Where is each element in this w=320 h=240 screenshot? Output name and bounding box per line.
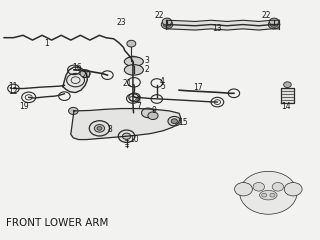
Text: 12: 12 <box>9 87 18 96</box>
Text: 11: 11 <box>9 82 18 91</box>
Circle shape <box>89 121 110 136</box>
Circle shape <box>162 18 172 25</box>
Text: 14: 14 <box>281 102 291 111</box>
Text: 5: 5 <box>160 82 165 91</box>
Circle shape <box>163 22 171 27</box>
Circle shape <box>270 193 275 197</box>
Text: 10: 10 <box>129 135 139 144</box>
Circle shape <box>148 112 158 120</box>
Polygon shape <box>71 108 181 140</box>
Text: 13: 13 <box>212 24 222 33</box>
Text: 23: 23 <box>116 18 126 27</box>
Text: 4: 4 <box>160 77 165 86</box>
Circle shape <box>161 20 173 29</box>
Circle shape <box>240 171 297 214</box>
Text: 2: 2 <box>145 65 150 74</box>
Text: 15: 15 <box>178 118 188 127</box>
Text: 21: 21 <box>123 79 132 88</box>
Circle shape <box>68 107 78 114</box>
Text: 8: 8 <box>107 125 112 134</box>
Circle shape <box>235 182 252 196</box>
Text: 22: 22 <box>261 11 270 20</box>
Circle shape <box>253 182 265 191</box>
Text: 16: 16 <box>72 63 81 72</box>
Polygon shape <box>281 88 294 103</box>
Circle shape <box>262 193 267 197</box>
Text: 6: 6 <box>136 96 141 105</box>
Circle shape <box>269 18 279 25</box>
Circle shape <box>284 82 291 88</box>
Circle shape <box>80 70 90 77</box>
Ellipse shape <box>124 65 143 75</box>
Ellipse shape <box>260 190 277 200</box>
Polygon shape <box>63 67 87 93</box>
Circle shape <box>272 182 284 191</box>
Text: 17: 17 <box>193 83 203 92</box>
Circle shape <box>126 56 140 67</box>
Text: 3: 3 <box>145 56 150 65</box>
Text: 9: 9 <box>152 106 157 115</box>
Circle shape <box>270 22 278 27</box>
Text: 22: 22 <box>155 11 164 20</box>
Circle shape <box>129 59 137 64</box>
Text: FRONT LOWER ARM: FRONT LOWER ARM <box>6 218 109 228</box>
Text: 19: 19 <box>19 102 28 111</box>
Text: 20: 20 <box>81 71 91 80</box>
Circle shape <box>268 20 280 29</box>
Circle shape <box>97 126 102 130</box>
Text: 1: 1 <box>44 39 49 48</box>
Circle shape <box>127 40 136 47</box>
Text: 7: 7 <box>136 102 141 111</box>
Circle shape <box>284 182 302 196</box>
Circle shape <box>118 130 135 142</box>
Circle shape <box>141 108 154 118</box>
Circle shape <box>168 116 181 126</box>
Circle shape <box>94 125 105 132</box>
Circle shape <box>123 133 131 139</box>
Ellipse shape <box>124 57 143 66</box>
Circle shape <box>171 119 178 124</box>
